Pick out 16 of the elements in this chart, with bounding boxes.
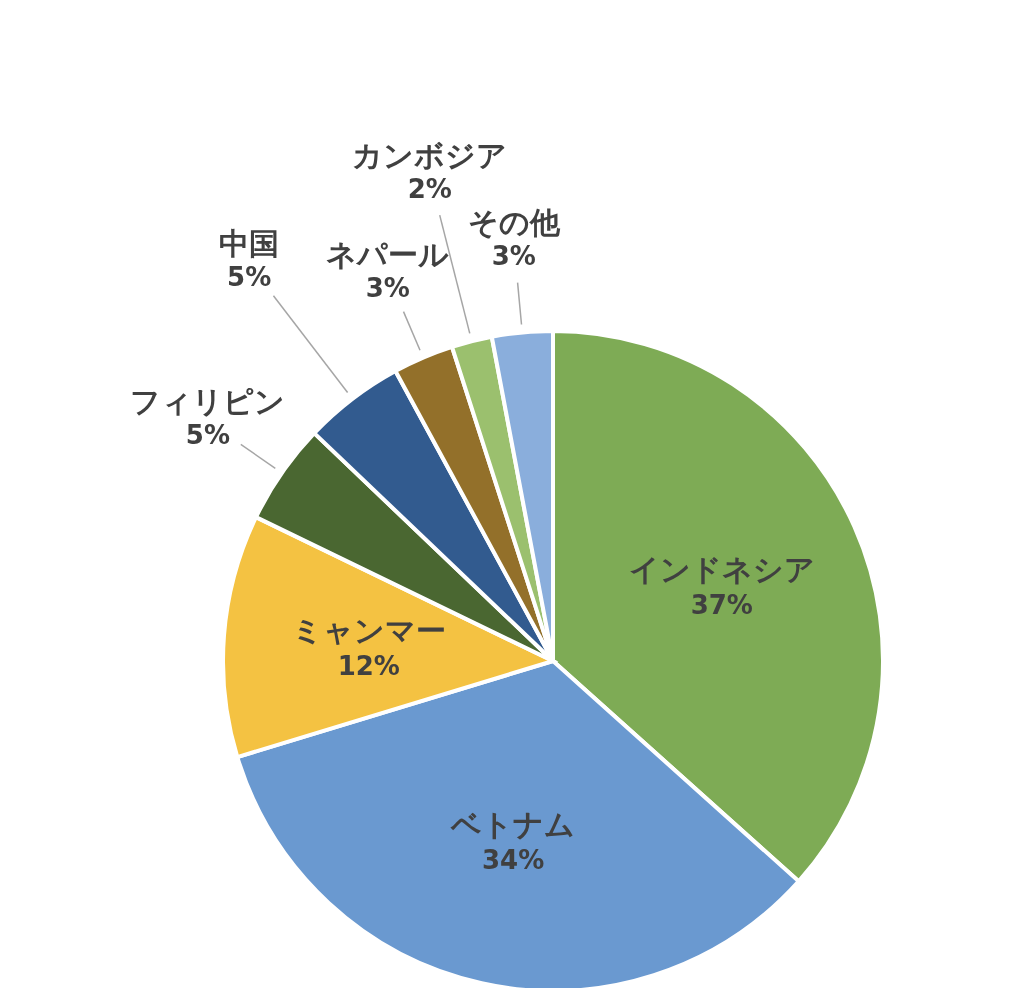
slice-label: 中国 — [219, 225, 280, 261]
slice-label: ネパール — [326, 236, 450, 272]
data-label: 3% — [491, 240, 536, 271]
data-label: 5% — [227, 261, 272, 292]
data-label: 5% — [185, 419, 230, 450]
slice-label: フィリピン — [130, 383, 286, 419]
slice-label: ミャンマー — [291, 612, 446, 648]
data-label: 12% — [337, 650, 400, 681]
data-label: 37% — [690, 589, 753, 620]
slice-label: その他 — [467, 204, 561, 240]
slice-label: ベトナム — [450, 807, 576, 843]
slice-label: カンボジア — [352, 138, 508, 174]
slice-label: インドネシア — [628, 551, 815, 587]
data-label: 3% — [365, 272, 410, 303]
data-label: 2% — [407, 174, 452, 205]
data-label: 34% — [481, 845, 545, 876]
